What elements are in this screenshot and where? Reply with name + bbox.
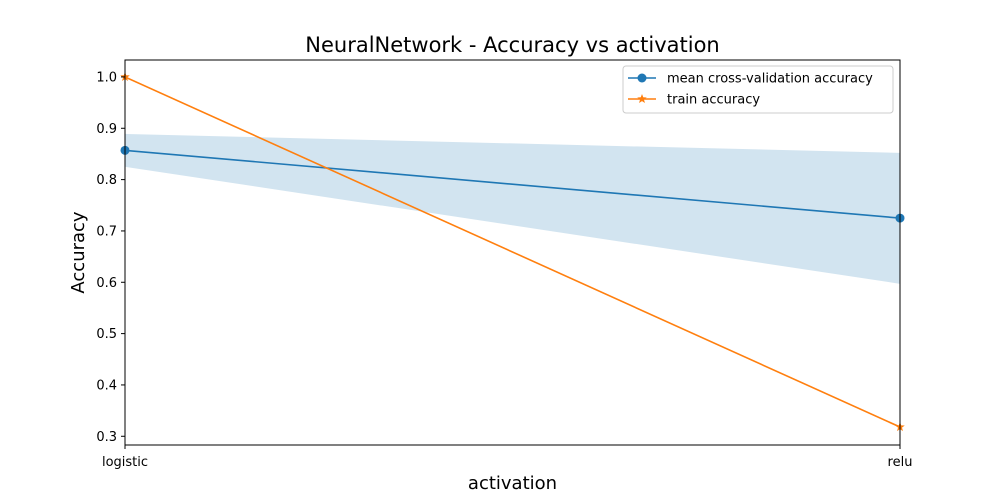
- plot-area-frame: [124, 59, 901, 446]
- y-tick-label-1: 0.4: [96, 378, 117, 393]
- legend-entry-0: mean cross-validation accuracy: [628, 72, 873, 87]
- y-tick-label-7: 1.0: [96, 70, 117, 85]
- x-axis: logistic relu: [102, 445, 912, 470]
- legend-swatch-marker-0: [637, 73, 647, 83]
- series-0-line: [124, 149, 901, 219]
- x-axis-label: activation: [468, 473, 557, 494]
- series-0-confidence-band: [125, 133, 900, 284]
- chart-title: NeuralNetwork - Accuracy vs activation: [305, 33, 719, 57]
- series-1-line: [124, 76, 901, 428]
- y-tick-label-6: 0.9: [96, 122, 117, 137]
- y-tick-label-5: 0.8: [96, 173, 117, 188]
- x-tick-label-1: relu: [888, 455, 913, 470]
- legend-label-1: train accuracy: [667, 93, 760, 108]
- legend-box: [622, 65, 894, 114]
- y-tick-label-3: 0.6: [96, 276, 117, 291]
- legend-entry-1: train accuracy: [628, 93, 760, 108]
- legend-label-0: mean cross-validation accuracy: [667, 72, 873, 87]
- legend-swatch-marker-1: [637, 94, 647, 104]
- x-tick-label-0: logistic: [102, 455, 148, 470]
- legend: mean cross-validation accuracy train accu…: [622, 65, 894, 114]
- y-tick-label-2: 0.5: [96, 327, 117, 342]
- y-axis-label: Accuracy: [68, 211, 89, 294]
- y-tick-label-0: 0.3: [96, 430, 117, 445]
- confidence-band-layer: [125, 133, 900, 284]
- y-tick-label-4: 0.7: [96, 224, 117, 239]
- y-axis: 0.3 0.4 0.5 0.6 0.7 0.8 0.9 1.0: [96, 70, 125, 445]
- legend-entries: mean cross-validation accuracy train accu…: [628, 72, 873, 108]
